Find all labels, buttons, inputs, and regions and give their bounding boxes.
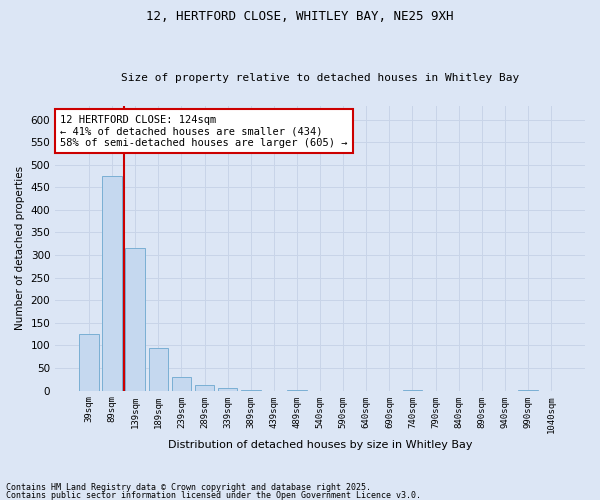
Bar: [218, 388, 238, 390]
X-axis label: Distribution of detached houses by size in Whitley Bay: Distribution of detached houses by size …: [168, 440, 472, 450]
Y-axis label: Number of detached properties: Number of detached properties: [15, 166, 25, 330]
Bar: [195, 385, 214, 390]
Bar: [125, 248, 145, 390]
Bar: [172, 377, 191, 390]
Bar: [79, 334, 99, 390]
Text: Contains HM Land Registry data © Crown copyright and database right 2025.: Contains HM Land Registry data © Crown c…: [6, 484, 371, 492]
Text: 12 HERTFORD CLOSE: 124sqm
← 41% of detached houses are smaller (434)
58% of semi: 12 HERTFORD CLOSE: 124sqm ← 41% of detac…: [61, 114, 348, 148]
Bar: [103, 176, 122, 390]
Text: Contains public sector information licensed under the Open Government Licence v3: Contains public sector information licen…: [6, 490, 421, 500]
Bar: [149, 348, 168, 391]
Text: 12, HERTFORD CLOSE, WHITLEY BAY, NE25 9XH: 12, HERTFORD CLOSE, WHITLEY BAY, NE25 9X…: [146, 10, 454, 23]
Title: Size of property relative to detached houses in Whitley Bay: Size of property relative to detached ho…: [121, 73, 519, 83]
